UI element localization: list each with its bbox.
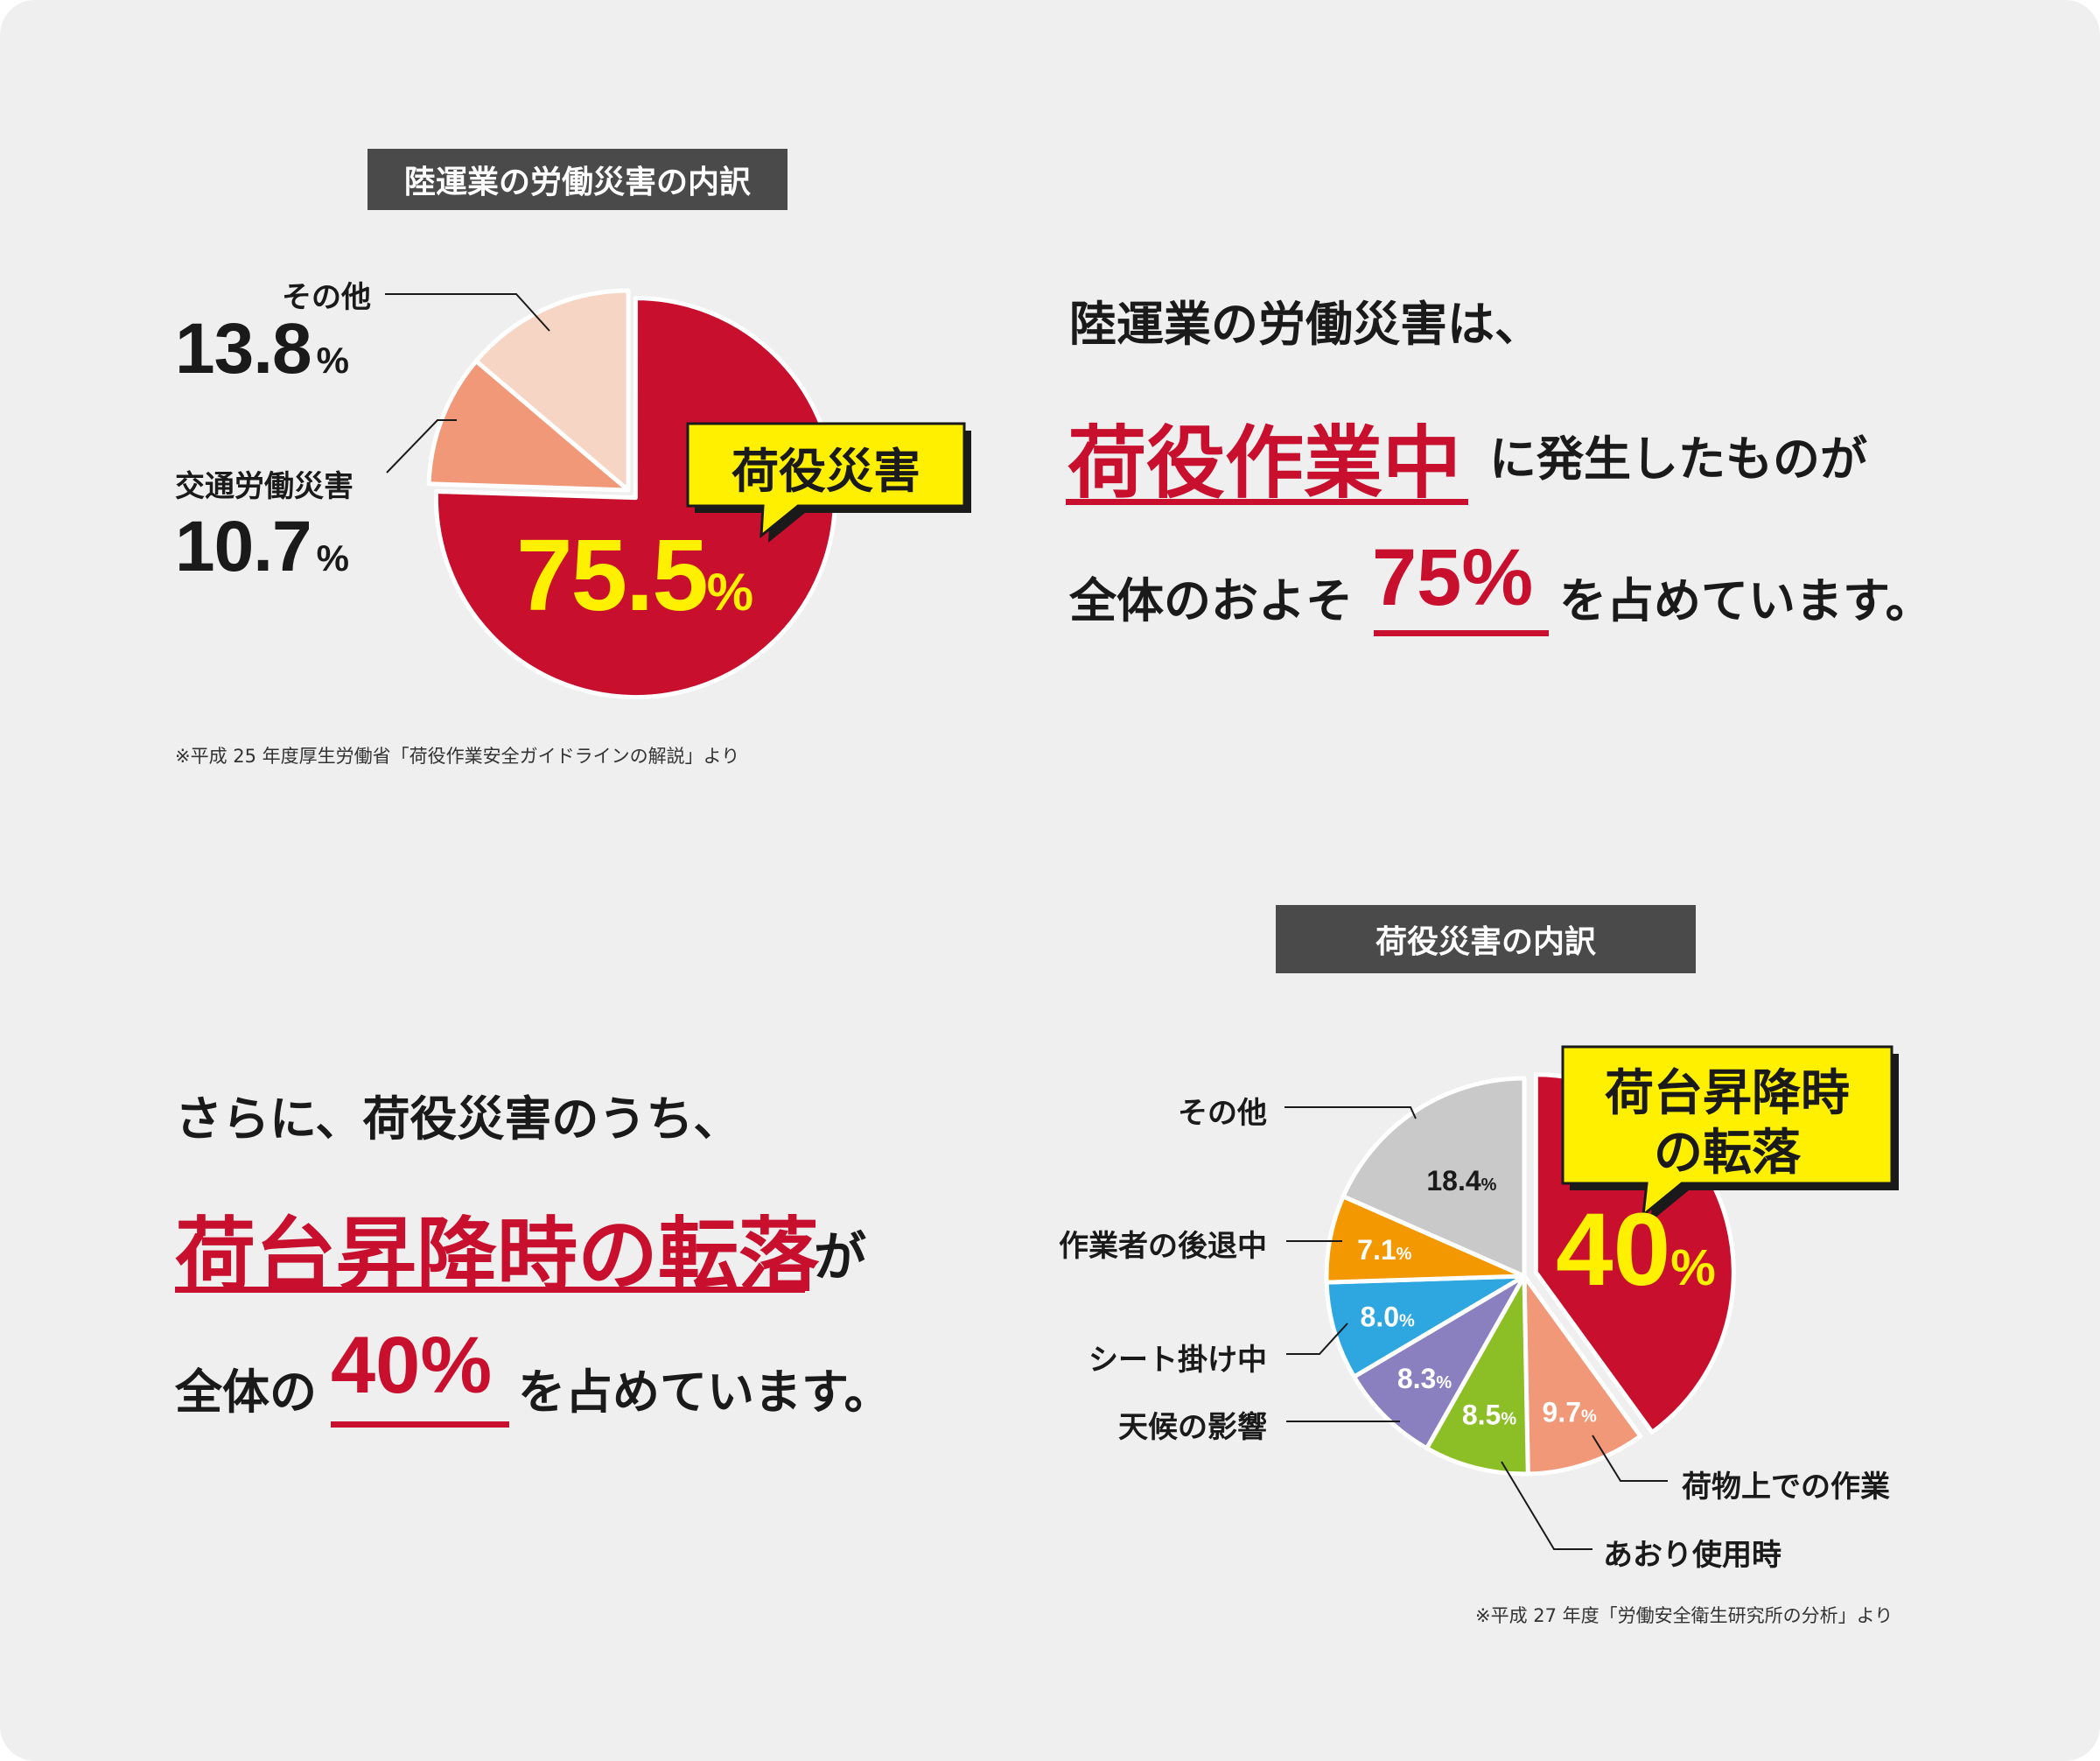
- statement2-line1: さらに、荷役災害のうち、: [175, 1091, 741, 1147]
- chart2-leader-cargo: [1592, 1435, 1668, 1482]
- chart2-label-backing: 作業者の後退中: [1059, 1229, 1267, 1264]
- chart2-label-gate: あおり使用時: [1603, 1538, 1782, 1573]
- chart1-label-traffic-name: 交通労働災害: [175, 469, 354, 504]
- chart1-leader-traffic: [386, 419, 457, 474]
- statement2-value: 40%: [331, 1321, 493, 1410]
- chart1-source-note: ※平成 25 年度厚生労働省「荷役作業安全ガイドラインの解説」より: [175, 746, 740, 767]
- chart1-slice-0: [433, 296, 837, 700]
- chart2-slice-4: [1324, 1273, 1527, 1379]
- statement1-highlight: 荷役作業中: [1068, 417, 1461, 509]
- chart2-label-other: その他: [1178, 1096, 1267, 1131]
- chart2-label-weather: 天候の影響: [1118, 1410, 1267, 1445]
- chart1-title: 陸運業の労働災害の内訳: [368, 149, 788, 210]
- chart2-main-value: 40%: [1556, 1192, 1716, 1308]
- chart2-slice-1: [1522, 1273, 1643, 1477]
- statement2-value-underline: [331, 1421, 509, 1428]
- statement1-value-underline: [1374, 630, 1549, 636]
- chart1-callout: [686, 422, 971, 543]
- chart2-leader-gate: [1501, 1461, 1592, 1550]
- statement2-line3-post: を占めています。: [518, 1365, 892, 1420]
- chart1-label-other-value: 13.8%: [175, 309, 349, 389]
- chart1-slice-1: [426, 359, 631, 493]
- chart2-callout-line1: 荷台昇降時: [1605, 1065, 1850, 1122]
- statement1-line2: に発生したものが: [1489, 431, 1867, 487]
- chart2-leader-other: [1284, 1106, 1417, 1119]
- chart2-slice-6: [1340, 1076, 1527, 1279]
- chart2-label-sheet: シート掛け中: [1088, 1343, 1267, 1378]
- chart2-slice-2: [1424, 1273, 1530, 1477]
- chart2-label-cargo: 荷物上での作業: [1682, 1470, 1890, 1505]
- chart1-callout-text: 荷役災害: [732, 443, 920, 499]
- chart2-title: 荷役災害の内訳: [1276, 905, 1696, 973]
- chart1-label-other-name: その他: [282, 280, 371, 315]
- chart2-slice-3: [1352, 1273, 1527, 1451]
- chart2-leader-sheet: [1286, 1323, 1348, 1355]
- chart2-source-note: ※平成 27 年度「労働安全衛生研究所の分析」より: [1475, 1605, 1894, 1626]
- statement1-line3-post: を占めています。: [1559, 573, 1933, 628]
- statement1-highlight-underline: [1066, 499, 1468, 505]
- chart2-callout: [1561, 1045, 1899, 1217]
- chart1-leader-other: [385, 293, 550, 332]
- statement2-highlight-underline: [175, 1287, 805, 1293]
- statement1-line1: 陸運業の労働災害は、: [1069, 297, 1542, 352]
- statement1-line3-pre: 全体のおよそ: [1069, 573, 1353, 628]
- chart1-main-value: 75.5%: [516, 518, 754, 632]
- chart1-slice-2: [473, 288, 631, 493]
- chart2-callout-line2: の転落: [1654, 1125, 1801, 1182]
- statement2-line3-pre: 全体の: [175, 1365, 317, 1420]
- statement1-value: 75%: [1372, 533, 1534, 622]
- statement2-highlight-suffix: が: [814, 1227, 866, 1288]
- chart1-label-traffic-value: 10.7%: [175, 507, 349, 586]
